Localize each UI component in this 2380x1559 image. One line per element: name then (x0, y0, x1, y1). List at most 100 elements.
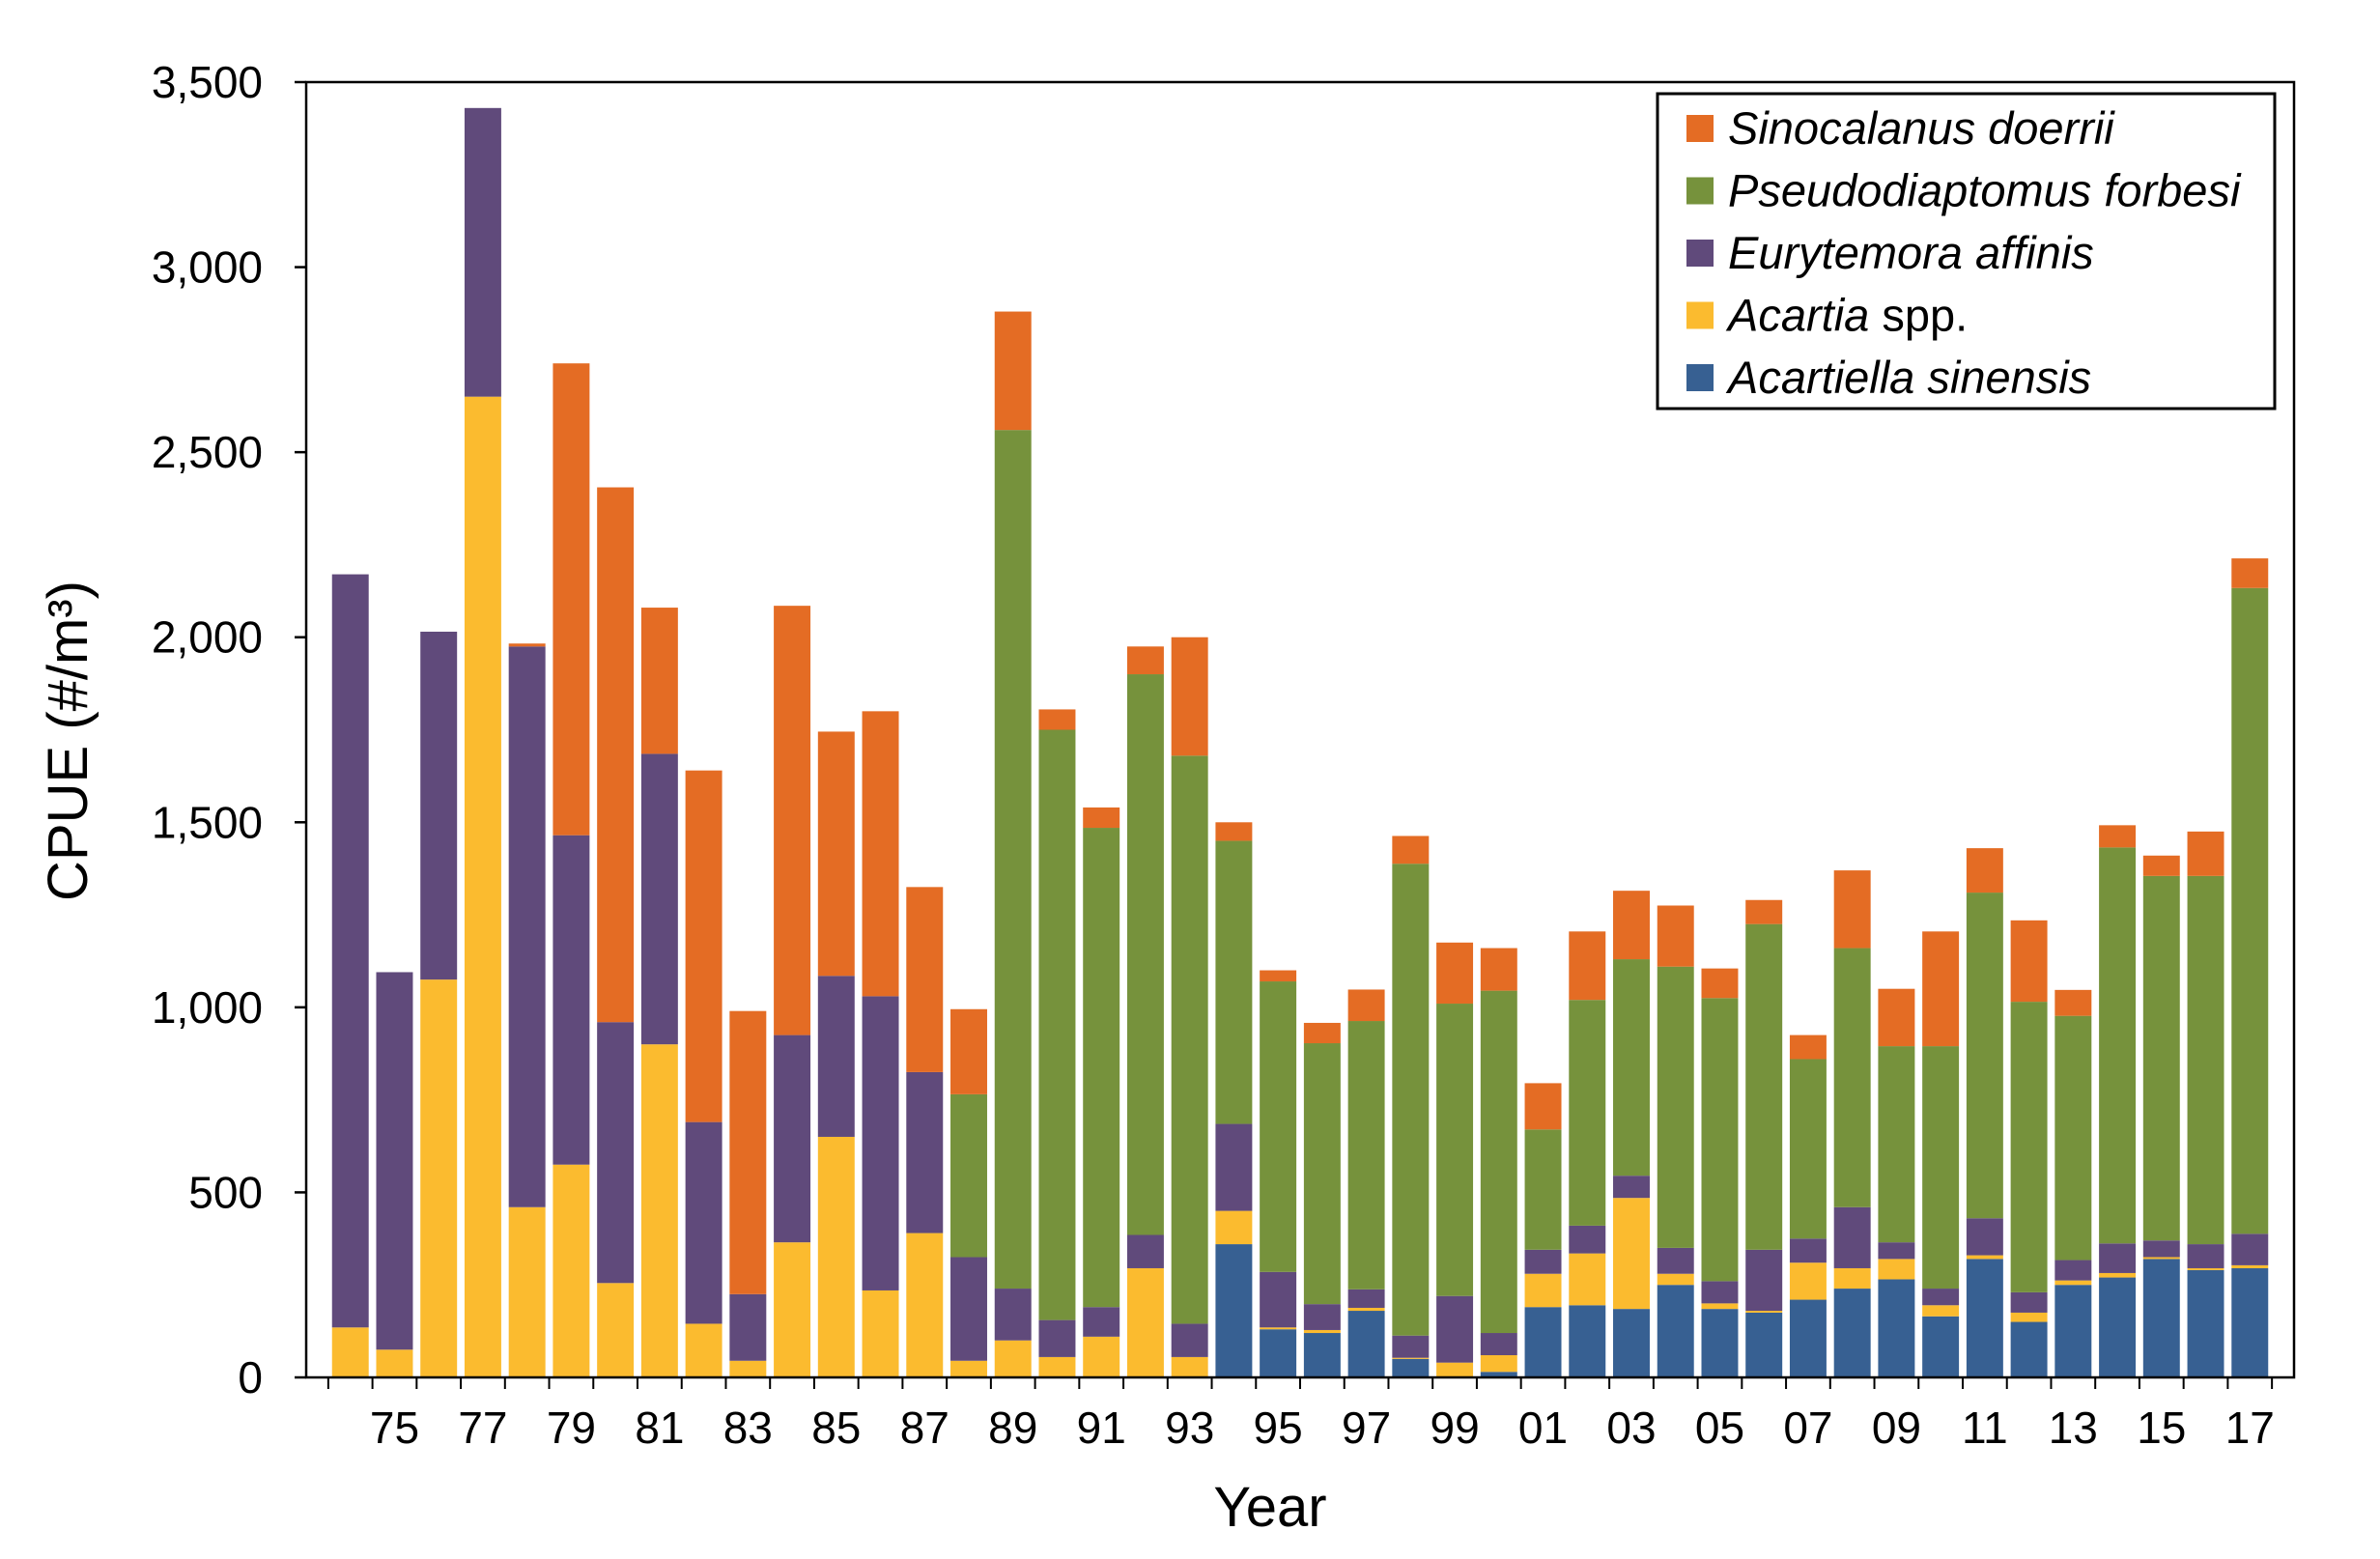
x-tick-label: 01 (1518, 1403, 1568, 1453)
bar-segment-eurytemora-affinis-1974 (331, 574, 369, 1328)
bar-segment-acartiella-sinensis-2017 (2231, 1267, 2269, 1377)
bar-segment-acartiella-sinensis-2001 (1524, 1307, 1562, 1377)
x-tick-label: 91 (1077, 1403, 1126, 1453)
bar-segment-acartia-spp-1987 (906, 1233, 944, 1377)
legend-swatch-pseudodiaptomus-forbesi (1686, 177, 1714, 205)
bar-segment-eurytemora-affinis-2004 (1657, 1247, 1694, 1274)
bar-segment-eurytemora-affinis-1981 (640, 753, 678, 1045)
bar-segment-acartia-spp-2012 (2010, 1312, 2048, 1322)
bar-segment-sinocalanus-doerrii-1982 (685, 770, 722, 1122)
bar-segment-acartia-spp-2002 (1569, 1253, 1606, 1306)
y-tick-label: 3,000 (152, 242, 263, 293)
bar-segment-eurytemora-affinis-1983 (729, 1293, 767, 1361)
y-tick-label: 500 (188, 1167, 263, 1217)
bar-segment-pseudodiaptomus-forbesi-1995 (1260, 981, 1297, 1272)
bar-segment-sinocalanus-doerrii-1978 (508, 643, 546, 647)
bar-segment-eurytemora-affinis-1980 (597, 1022, 635, 1284)
bar-segment-pseudodiaptomus-forbesi-2015 (2142, 875, 2180, 1241)
y-tick-label: 2,500 (152, 427, 263, 477)
bar-segment-sinocalanus-doerrii-2011 (1966, 848, 2003, 893)
bar-segment-pseudodiaptomus-forbesi-2000 (1480, 990, 1517, 1334)
bar-segment-sinocalanus-doerrii-1993 (1171, 637, 1208, 756)
bar-segment-pseudodiaptomus-forbesi-1999 (1436, 1004, 1474, 1296)
legend-item: Pseudodiaptomus forbesi (1686, 165, 2242, 216)
legend-label: Acartia spp. (1725, 290, 1968, 341)
bar-segment-acartia-spp-1978 (508, 1206, 546, 1377)
legend-box (1656, 92, 2277, 411)
bar-segment-acartia-spp-1984 (774, 1242, 811, 1377)
bar-segment-acartia-spp-2015 (2142, 1257, 2180, 1260)
x-tick-label: 97 (1342, 1403, 1391, 1453)
bar-segment-sinocalanus-doerrii-1997 (1347, 989, 1385, 1022)
bar-segment-acartiella-sinensis-2013 (2054, 1285, 2092, 1377)
bar-segment-sinocalanus-doerrii-2002 (1569, 931, 1606, 1001)
bar-segment-eurytemora-affinis-1984 (774, 1035, 811, 1243)
bar-stacks (331, 107, 2269, 1377)
bar-segment-acartiella-sinensis-1996 (1303, 1333, 1341, 1377)
bar-segment-sinocalanus-doerrii-2008 (1833, 870, 1871, 949)
bar-segment-sinocalanus-doerrii-1992 (1126, 646, 1164, 675)
bar-segment-eurytemora-affinis-1986 (862, 996, 899, 1290)
bar-segment-sinocalanus-doerrii-1981 (640, 608, 678, 754)
bar-segment-acartiella-sinensis-2007 (1789, 1299, 1827, 1377)
bar-segment-acartia-spp-1975 (376, 1349, 413, 1377)
bar-segment-sinocalanus-doerrii-2010 (1922, 931, 1960, 1047)
bar-segment-pseudodiaptomus-forbesi-2010 (1922, 1046, 1960, 1290)
bar-segment-acartia-spp-1997 (1347, 1307, 1385, 1312)
bar-segment-eurytemora-affinis-1985 (817, 976, 855, 1137)
x-tick-label: 77 (458, 1403, 507, 1453)
bar-segment-acartiella-sinensis-1995 (1260, 1329, 1297, 1377)
bar-segment-acartiella-sinensis-2016 (2187, 1269, 2224, 1377)
bar-segment-acartiella-sinensis-2009 (1878, 1279, 1915, 1377)
y-tick-label: 1,000 (152, 982, 263, 1033)
bar-segment-eurytemora-affinis-1998 (1392, 1335, 1430, 1358)
x-tick-label: 15 (2137, 1403, 2186, 1453)
x-tick-label: 81 (635, 1403, 684, 1453)
legend-swatch-sinocalanus-doerrii (1686, 115, 1714, 142)
bar-segment-eurytemora-affinis-2001 (1524, 1249, 1562, 1274)
bar-segment-pseudodiaptomus-forbesi-2008 (1833, 948, 1871, 1207)
bar-segment-acartia-spp-1989 (994, 1340, 1032, 1377)
bar-segment-pseudodiaptomus-forbesi-2005 (1701, 998, 1739, 1282)
bar-segment-acartia-spp-2010 (1922, 1305, 1960, 1317)
legend-swatch-eurytemora-affinis (1686, 240, 1714, 267)
bar-segment-sinocalanus-doerrii-2005 (1701, 968, 1739, 999)
bar-segment-acartia-spp-2003 (1613, 1198, 1650, 1310)
x-tick-label: 17 (2225, 1403, 2275, 1453)
bar-segment-acartiella-sinensis-2008 (1833, 1289, 1871, 1377)
x-axis: 75 77 79 81 83 85 87 89 91 93 95 97 99 01 03 05 07 09 11 13… (326, 1377, 2275, 1453)
bar-segment-sinocalanus-doerrii-1979 (552, 363, 590, 836)
legend-label: Eurytemora affinis (1728, 227, 2094, 278)
bar-segment-acartia-spp-1986 (862, 1290, 899, 1377)
bar-segment-sinocalanus-doerrii-2001 (1524, 1083, 1562, 1130)
bar-segment-pseudodiaptomus-forbesi-1997 (1347, 1021, 1385, 1290)
bar-segment-pseudodiaptomus-forbesi-1989 (994, 430, 1032, 1290)
bar-segment-sinocalanus-doerrii-2015 (2142, 855, 2180, 876)
bar-segment-acartia-spp-1993 (1171, 1356, 1208, 1377)
bar-segment-sinocalanus-doerrii-1999 (1436, 942, 1474, 1005)
bar-segment-eurytemora-affinis-1988 (950, 1257, 987, 1361)
bar-segment-pseudodiaptomus-forbesi-2012 (2010, 1002, 2048, 1292)
bar-segment-sinocalanus-doerrii-2004 (1657, 905, 1694, 967)
bar-segment-sinocalanus-doerrii-1983 (729, 1010, 767, 1294)
bar-segment-eurytemora-affinis-1978 (508, 646, 546, 1207)
bar-segment-eurytemora-affinis-1997 (1347, 1289, 1385, 1308)
bar-segment-sinocalanus-doerrii-1996 (1303, 1022, 1341, 1044)
bar-segment-sinocalanus-doerrii-1984 (774, 606, 811, 1035)
bar-segment-pseudodiaptomus-forbesi-2001 (1524, 1129, 1562, 1250)
bar-segment-eurytemora-affinis-1982 (685, 1121, 722, 1324)
y-tick-label: 3,500 (152, 57, 263, 107)
bar-segment-acartia-spp-2013 (2054, 1280, 2092, 1286)
bar-segment-sinocalanus-doerrii-2016 (2187, 831, 2224, 876)
bar-segment-sinocalanus-doerrii-1980 (597, 487, 635, 1023)
bar-segment-eurytemora-affinis-1993 (1171, 1323, 1208, 1357)
legend-swatch-acartiella-sinensis (1686, 364, 1714, 391)
bar-segment-sinocalanus-doerrii-1998 (1392, 836, 1430, 865)
x-tick-label: 89 (988, 1403, 1037, 1453)
x-tick-label: 09 (1872, 1403, 1921, 1453)
bar-segment-eurytemora-affinis-2010 (1922, 1289, 1960, 1306)
bar-segment-sinocalanus-doerrii-1995 (1260, 970, 1297, 982)
bar-segment-eurytemora-affinis-1991 (1083, 1307, 1120, 1337)
y-tick-label: 2,000 (152, 612, 263, 663)
bar-segment-acartia-spp-2006 (1745, 1311, 1783, 1313)
